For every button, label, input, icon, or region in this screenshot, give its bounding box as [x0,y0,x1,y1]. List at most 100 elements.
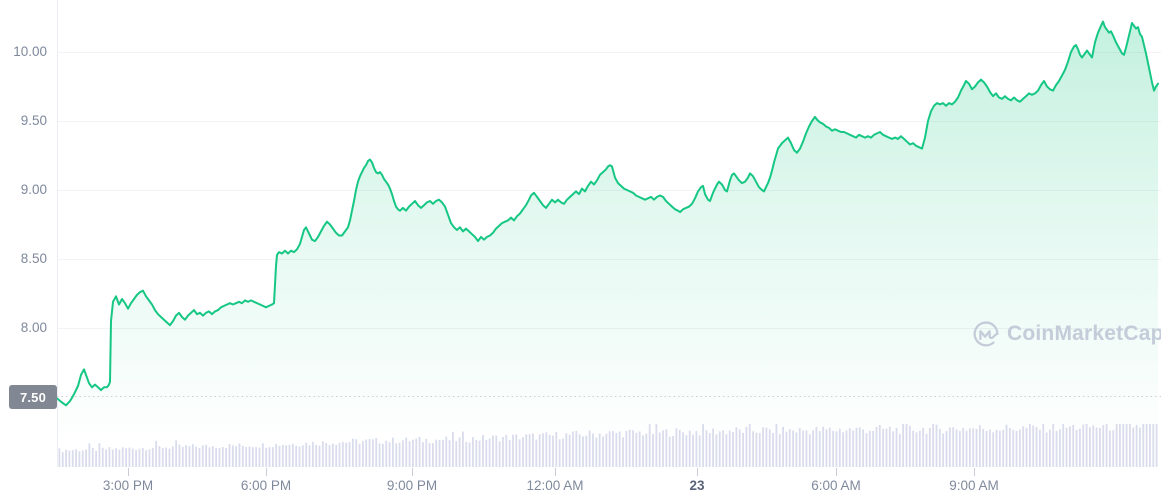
volume-bar [858,427,861,467]
volume-bar [628,429,631,467]
x-axis-label: 23 [689,478,705,493]
volume-bar [795,432,798,467]
volume-bar [1085,424,1088,467]
volume-bar [115,448,117,467]
volume-bar [832,430,835,467]
volume-bar [85,449,87,467]
volume-bar [458,437,461,467]
volume-bar [618,431,621,467]
volume-bar [371,439,374,467]
volume-bar [91,448,94,467]
volume-bar [385,440,388,467]
volume-bar [848,428,851,467]
volume-bar [445,436,448,467]
volume-bar [1018,429,1021,467]
y-axis-label: 8.50 [20,251,47,266]
volume-bar [582,436,584,467]
volume-bar [792,430,794,467]
volume-bar [505,434,508,467]
volume-bar [1048,429,1051,467]
volume-bar [425,438,428,467]
volume-bar [535,439,538,467]
volume-bar [935,424,938,467]
volume-bar [1105,424,1108,467]
volume-bar [538,434,541,467]
volume-bar [1062,424,1065,467]
volume-bar [298,446,301,467]
x-axis-label: 9:00 PM [386,478,438,493]
volume-bar [865,433,868,467]
volume-bar [765,427,768,467]
volume-bar [135,449,137,467]
volume-bar [965,430,968,467]
volume-bar [572,431,574,467]
volume-bar [678,429,681,467]
volume-bar [908,425,911,467]
volume-bar [515,434,518,467]
volume-bar [878,425,881,467]
volume-bar [902,424,905,467]
volume-bar [398,442,401,467]
volume-bar [365,439,368,467]
volume-bar [898,433,901,467]
volume-bar [828,427,831,467]
volume-bar [265,447,268,467]
volume-bar [855,427,858,467]
current-price-label: 7.50 [19,389,47,405]
volume-bar [318,445,321,467]
volume-bar [475,440,478,467]
volume-bar [1028,424,1031,467]
volume-bar [295,445,298,467]
volume-bar [402,440,404,467]
volume-bar [228,444,231,467]
volume-bar [1065,427,1068,467]
y-axis-label: 8.00 [20,320,47,335]
volume-bar [1042,424,1045,467]
volume-bar [978,425,981,467]
volume-bar [668,436,671,467]
volume-bar [1125,424,1128,467]
volume-bar [1079,428,1081,467]
volume-bar [715,434,718,467]
volume-bar [338,442,341,467]
volume-bar [468,442,471,467]
volume-bar [121,447,124,467]
volume-bar [588,430,591,467]
volume-bar [922,427,925,467]
volume-bar [1149,424,1151,467]
volume-bar [772,433,774,467]
volume-bar [268,447,271,467]
volume-bar [975,429,978,467]
volume-bar [918,430,921,467]
volume-bar [331,443,334,467]
volume-bar [552,435,554,467]
volume-bar [305,442,308,467]
volume-bar [171,446,174,467]
volume-bar [98,443,101,467]
volume-bar [762,427,764,467]
volume-bar [798,428,801,467]
volume-bar [325,443,328,467]
volume-bar [768,429,771,467]
volume-bar [308,445,311,467]
volume-bar [635,432,638,467]
coinmarketcap-watermark: CoinMarketCap [972,320,1161,348]
volume-bar [231,445,234,467]
volume-bar [562,438,564,467]
volume-bar [928,427,931,467]
x-axis-label: 12:00 AM [526,478,584,493]
volume-bar [655,424,658,467]
volume-bar [672,435,674,467]
volume-bar [688,430,691,467]
volume-bar [662,430,664,467]
volume-bar [165,447,168,467]
volume-bar [358,443,361,467]
volume-bar [218,448,221,467]
volume-bar [955,429,958,467]
volume-bar [1129,424,1131,467]
volume-bar [462,431,464,467]
volume-bar [1072,424,1075,467]
volume-bar [968,428,971,467]
volume-bar [782,426,784,467]
